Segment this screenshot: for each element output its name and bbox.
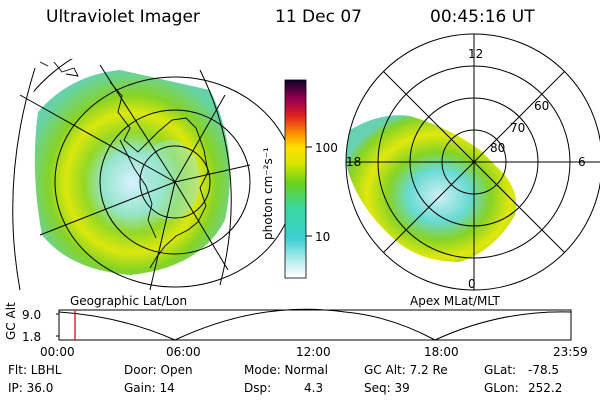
status-glon-value: 252.2 xyxy=(528,381,563,395)
status-dsp-label: Dsp: xyxy=(244,381,272,395)
status-dsp-value: 4.3 xyxy=(304,381,324,395)
colorbar-unit-label: photon cm⁻²s⁻¹ xyxy=(261,147,275,240)
meridian-6 xyxy=(149,181,176,291)
timeline-ytick-label-1: 1.8 xyxy=(22,330,42,344)
geographic-panel-label: Geographic Lat/Lon xyxy=(70,294,188,308)
colorbar xyxy=(284,79,312,279)
aurora-emission-geographic xyxy=(34,70,230,275)
timeline-frame xyxy=(58,309,572,341)
horizon-arc-2 xyxy=(12,67,36,291)
timeline-xtick-1800: 18:00 xyxy=(424,345,459,359)
aurora-emission-polar xyxy=(346,115,517,262)
mlt-label-18: 18 xyxy=(346,155,362,169)
status-glon-label: GLon: xyxy=(484,381,519,395)
timeline-ytick-label-9: 9.0 xyxy=(22,308,42,322)
meridian-1 xyxy=(19,94,176,183)
colorbar-tick-label-100: 100 xyxy=(315,141,338,155)
polar-panel-label: Apex MLat/MLT xyxy=(410,294,500,308)
observation-date: 11 Dec 07 xyxy=(275,7,362,27)
meridian-7 xyxy=(174,181,229,271)
status-filter: Flt: LBHL xyxy=(8,363,62,377)
lat-circle-inner xyxy=(139,145,211,219)
status-seq: Seq: 39 xyxy=(364,381,410,395)
polar-diag-2 xyxy=(383,71,565,253)
colorbar-tick-label-10: 10 xyxy=(315,230,331,244)
timeline-xtick-2359: 23:59 xyxy=(553,345,588,359)
mlt-label-6: 6 xyxy=(578,155,586,169)
altitude-timeline xyxy=(56,308,572,341)
status-gain: Gain: 14 xyxy=(124,381,175,395)
coastline xyxy=(39,61,209,269)
status-glat-value: -78.5 xyxy=(528,363,560,377)
status-gc-alt: GC Alt: 7.2 Re xyxy=(364,363,448,377)
timeline-xtick-1200: 12:00 xyxy=(296,345,331,359)
mlat-label-60: 60 xyxy=(534,99,550,113)
altitude-curve xyxy=(58,308,572,341)
lat-circle-3 xyxy=(99,109,251,255)
colorbar-gradient xyxy=(284,79,307,279)
mlt-label-0: 0 xyxy=(468,277,476,291)
status-door: Door: Open xyxy=(124,363,193,377)
timeline-xtick-0600: 06:00 xyxy=(166,345,201,359)
status-glat-label: GLat: xyxy=(484,363,517,377)
mlat-label-80: 80 xyxy=(490,141,506,155)
geographic-map xyxy=(12,57,296,291)
status-mode: Mode: Normal xyxy=(244,363,328,377)
aurora-oval-cyan xyxy=(140,140,200,220)
timeline-axis-label: GC Alt xyxy=(4,302,18,340)
meridian-5 xyxy=(39,181,176,236)
mlat-label-70: 70 xyxy=(510,121,526,135)
observation-time: 00:45:16 UT xyxy=(430,7,535,27)
imager-title: Ultraviolet Imager xyxy=(46,7,200,27)
timeline-xtick-0000: 00:00 xyxy=(40,345,75,359)
mlt-label-12: 12 xyxy=(468,47,484,61)
meridian-4 xyxy=(174,164,251,183)
status-ip: IP: 36.0 xyxy=(8,381,54,395)
polar-map xyxy=(345,33,600,291)
horizon-arc xyxy=(199,69,232,286)
